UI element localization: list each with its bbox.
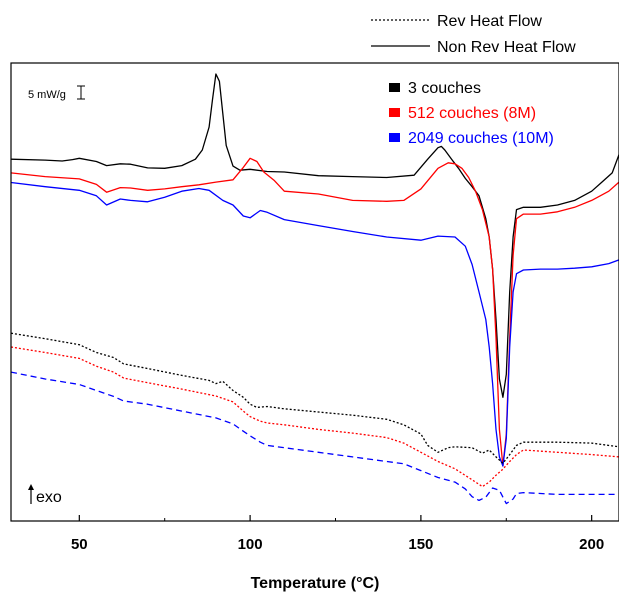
series-2049-couches-10m-nonrev	[10, 181, 619, 467]
x-axis-ticks: 50 100 150 200	[71, 515, 604, 553]
plot-lines	[10, 73, 619, 505]
legend-2049-couches: 2049 couches (10M)	[408, 130, 554, 147]
series-3-couches-rev	[10, 332, 619, 464]
scale-bar-label: 5 mW/g	[28, 89, 66, 101]
sample-legend: 3 couches 512 couches (8M) 2049 couches …	[389, 80, 554, 147]
scale-bar: 5 mW/g	[28, 85, 85, 101]
legend-rev-heat-flow: Rev Heat Flow	[437, 13, 542, 30]
series-512-couches-8m-rev	[10, 346, 619, 488]
series-2049-couches-10m-rev	[10, 371, 619, 505]
x-tick-label: 100	[238, 536, 263, 553]
up-arrow-icon	[28, 484, 34, 490]
style-legend: Rev Heat Flow Non Rev Heat Flow	[371, 13, 576, 56]
x-tick-label: 150	[408, 536, 433, 553]
plot-frame	[10, 62, 619, 522]
x-tick-label: 50	[71, 536, 88, 553]
legend-marker-2049-couches	[389, 133, 400, 142]
series-3-couches-nonrev	[10, 73, 619, 398]
x-tick-label: 200	[579, 536, 604, 553]
legend-marker-512-couches	[389, 108, 400, 117]
exo-indicator: exo	[28, 484, 62, 506]
legend-marker-3-couches	[389, 83, 400, 92]
legend-non-rev-heat-flow: Non Rev Heat Flow	[437, 39, 576, 56]
exo-label: exo	[36, 489, 62, 506]
series-512-couches-8m-nonrev	[10, 157, 619, 467]
legend-512-couches: 512 couches (8M)	[408, 105, 536, 122]
x-axis-label: Temperature (°C)	[251, 575, 380, 592]
legend-3-couches: 3 couches	[408, 80, 481, 97]
